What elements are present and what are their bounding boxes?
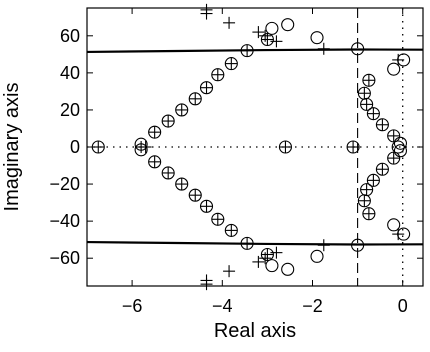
circle-marker bbox=[310, 249, 324, 263]
plus-marker bbox=[362, 74, 375, 87]
plus-marker bbox=[241, 237, 254, 250]
data-markers bbox=[91, 3, 411, 291]
y-tick-label: 20 bbox=[60, 100, 80, 120]
circle-marker bbox=[393, 136, 407, 150]
plus-marker bbox=[392, 53, 405, 66]
plus-marker bbox=[387, 129, 400, 142]
plus-marker bbox=[259, 252, 272, 265]
plus-marker bbox=[139, 141, 152, 153]
y-tick-label: −60 bbox=[49, 248, 80, 268]
plus-marker bbox=[92, 141, 105, 153]
plus-marker bbox=[200, 7, 213, 20]
plus-marker bbox=[189, 189, 202, 202]
plus-marker bbox=[367, 107, 380, 120]
circle-marker bbox=[281, 18, 295, 32]
boundary-curve-2 bbox=[86, 240, 424, 246]
plus-marker bbox=[376, 118, 389, 131]
circle-marker bbox=[393, 144, 407, 158]
plus-marker bbox=[200, 81, 213, 94]
x-tick-label: −2 bbox=[302, 296, 323, 316]
plus-marker bbox=[225, 224, 238, 237]
plus-marker bbox=[360, 183, 373, 196]
plus-marker bbox=[317, 42, 330, 55]
x-axis-label: Real axis bbox=[214, 320, 296, 342]
plus-marker bbox=[360, 98, 373, 111]
plus-marker bbox=[189, 92, 202, 105]
plus-marker bbox=[392, 228, 405, 241]
circle-marker bbox=[265, 21, 279, 35]
y-tick-label: 60 bbox=[60, 26, 80, 46]
plus-marker bbox=[200, 274, 213, 287]
plus-marker bbox=[252, 26, 265, 39]
y-tick-label: 0 bbox=[70, 137, 80, 157]
plus-marker bbox=[162, 166, 175, 179]
x-tick-label: −4 bbox=[212, 296, 233, 316]
plus-marker bbox=[175, 178, 188, 191]
boundary-curves bbox=[86, 48, 424, 246]
plus-marker bbox=[252, 255, 265, 268]
circle-marker bbox=[310, 31, 324, 45]
plus-marker bbox=[175, 103, 188, 116]
circle-marker bbox=[387, 218, 401, 232]
plus-marker bbox=[211, 213, 224, 226]
plus-marker bbox=[225, 57, 238, 70]
plus-marker bbox=[241, 44, 254, 57]
y-ticks bbox=[87, 35, 423, 259]
plus-marker bbox=[367, 174, 380, 187]
plus-marker bbox=[376, 163, 389, 176]
plus-marker bbox=[223, 16, 236, 29]
circle-marker bbox=[387, 62, 401, 76]
plus-marker bbox=[270, 35, 283, 48]
plus-marker bbox=[347, 141, 360, 153]
y-tick-label: 40 bbox=[60, 63, 80, 83]
plus-marker bbox=[223, 265, 236, 278]
x-ticks bbox=[131, 8, 404, 286]
circle-marker bbox=[391, 140, 405, 154]
circle-marker bbox=[281, 262, 295, 276]
y-tick-label: −40 bbox=[49, 211, 80, 231]
plus-marker bbox=[211, 68, 224, 81]
plus-marker bbox=[358, 87, 371, 100]
plus-marker bbox=[148, 155, 161, 168]
plus-marker bbox=[259, 29, 272, 42]
x-tick-label: −6 bbox=[122, 296, 143, 316]
circle-marker bbox=[351, 238, 365, 252]
plus-marker bbox=[270, 246, 283, 259]
plus-marker bbox=[358, 194, 371, 207]
boundary-curve-1 bbox=[86, 48, 424, 54]
plus-marker bbox=[162, 115, 175, 128]
circle-marker bbox=[265, 259, 279, 273]
plus-marker bbox=[362, 207, 375, 220]
x-tick-labels: −6 −4 −2 0 bbox=[122, 296, 408, 316]
x-tick-label: 0 bbox=[398, 296, 408, 316]
plus-marker bbox=[387, 152, 400, 165]
plus-marker bbox=[148, 126, 161, 139]
y-axis-label: Imaginary axis bbox=[1, 83, 23, 212]
plus-marker bbox=[279, 141, 292, 153]
plus-marker bbox=[200, 200, 213, 213]
plus-marker bbox=[317, 239, 330, 252]
circle-marker bbox=[351, 42, 365, 56]
y-tick-label: −20 bbox=[49, 174, 80, 194]
y-tick-labels: 60 40 20 0 −20 −40 −60 bbox=[49, 26, 80, 268]
